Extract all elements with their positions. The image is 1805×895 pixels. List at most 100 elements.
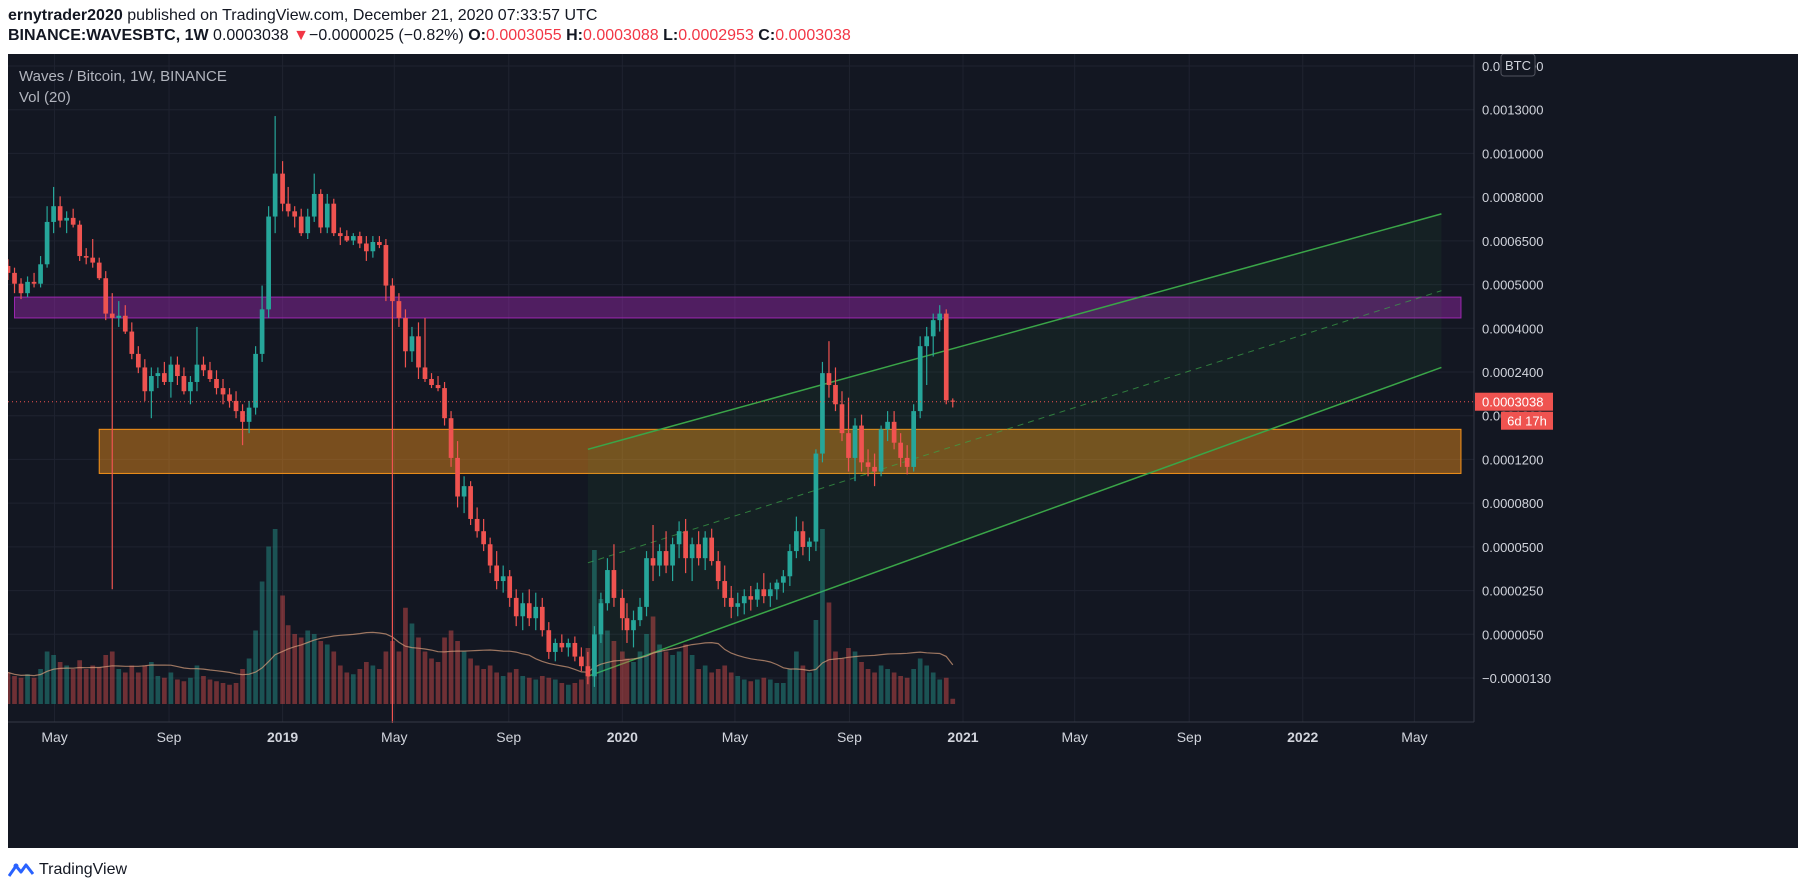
candle-body xyxy=(585,666,591,677)
last-price-tag-label: 0.0003038 xyxy=(1482,395,1543,410)
price-tick-label: 0.0000050 xyxy=(1482,627,1543,642)
volume-bar xyxy=(767,679,773,704)
volume-bar xyxy=(370,665,376,704)
candle xyxy=(487,537,493,574)
candle xyxy=(481,518,486,552)
time-tick-label: Sep xyxy=(157,729,182,745)
candle xyxy=(761,573,767,604)
volume-bar xyxy=(565,684,571,704)
candle-body xyxy=(122,315,128,332)
candle-body xyxy=(683,531,688,559)
brand-name[interactable]: TradingView xyxy=(39,861,128,878)
candle-body xyxy=(950,400,956,402)
volume-bar xyxy=(800,665,806,704)
candle xyxy=(377,236,382,249)
chart-pane[interactable]: 0.00160000.00130000.00100000.00080000.00… xyxy=(8,54,1798,848)
candle xyxy=(644,551,649,617)
candle xyxy=(767,582,773,607)
candle-body xyxy=(285,203,291,212)
candle-body xyxy=(624,618,630,631)
candle-body xyxy=(572,642,578,657)
last-price: 0.0003038 xyxy=(213,27,289,44)
volume-bar xyxy=(774,683,780,704)
volume-legend: Vol (20) xyxy=(19,89,71,106)
price-chart[interactable]: 0.00160000.00130000.00100000.00080000.00… xyxy=(8,54,1798,848)
candle-body xyxy=(383,245,389,286)
volume-bar xyxy=(31,677,37,704)
candle xyxy=(298,208,304,237)
candle-body xyxy=(481,531,486,545)
volume-bar xyxy=(364,662,369,704)
candle-body xyxy=(155,373,161,377)
candle xyxy=(937,305,943,332)
candle xyxy=(31,272,37,288)
candle xyxy=(533,592,539,631)
candle xyxy=(122,305,128,334)
candle xyxy=(25,276,30,298)
candle xyxy=(18,278,24,300)
publish-header: ernytrader2020 published on TradingView.… xyxy=(8,6,851,46)
volume-bar xyxy=(448,630,454,704)
ohlc-line: BINANCE:WAVESBTC, 1W 0.0003038 ▼−0.00000… xyxy=(8,26,851,46)
candle xyxy=(748,585,754,611)
candle-body xyxy=(364,243,369,252)
volume-bar xyxy=(38,669,43,704)
volume-bar xyxy=(911,669,917,704)
volume-bar xyxy=(377,669,382,704)
candle-body xyxy=(435,385,441,389)
candle-body xyxy=(44,221,50,265)
candle-body xyxy=(280,173,285,204)
volume-bar xyxy=(240,669,245,704)
candle xyxy=(44,206,50,268)
candle xyxy=(448,411,454,467)
candle-body xyxy=(513,597,519,617)
author-name[interactable]: ernytrader2020 xyxy=(8,7,123,24)
candle-body xyxy=(168,364,174,382)
candle xyxy=(305,208,311,240)
candle xyxy=(722,565,728,607)
candle-body xyxy=(526,603,532,619)
candle-body xyxy=(201,364,206,371)
volume-bar xyxy=(435,662,441,704)
volume-bar xyxy=(455,641,460,704)
candle xyxy=(57,196,63,228)
candle xyxy=(741,589,747,615)
volume-bar xyxy=(885,669,890,704)
candle xyxy=(494,551,500,590)
candle-body xyxy=(370,242,376,252)
volume-bar xyxy=(481,669,486,704)
candle-body xyxy=(917,346,923,412)
candle-body xyxy=(103,278,109,314)
candle xyxy=(142,359,148,401)
candle-body xyxy=(77,224,83,257)
candle-body xyxy=(833,385,838,405)
candle xyxy=(266,206,271,318)
candle-body xyxy=(794,531,799,552)
time-tick-label: May xyxy=(1401,729,1427,745)
candle xyxy=(619,589,625,631)
volume-bar xyxy=(898,676,903,704)
candle xyxy=(207,361,213,382)
volume-bar xyxy=(520,676,526,704)
candle xyxy=(500,565,506,593)
candle xyxy=(285,186,291,217)
candle xyxy=(12,267,17,294)
candle-body xyxy=(442,388,447,419)
candle-body xyxy=(207,370,213,379)
candle xyxy=(155,367,161,389)
candle xyxy=(318,189,324,234)
candle-body xyxy=(637,606,643,621)
candle-body xyxy=(148,376,154,392)
candle-body xyxy=(38,264,43,284)
candle xyxy=(898,433,903,467)
close-label: C: xyxy=(758,27,776,44)
volume-bar xyxy=(644,634,649,704)
channel-fill xyxy=(587,213,1442,677)
volume-bar xyxy=(442,637,447,704)
volume-bar xyxy=(605,630,610,704)
candle-body xyxy=(311,193,317,217)
price-tick-label: 0.0006500 xyxy=(1482,234,1543,249)
candle-body xyxy=(416,336,421,368)
candle-body xyxy=(8,265,11,273)
candle xyxy=(676,521,682,559)
